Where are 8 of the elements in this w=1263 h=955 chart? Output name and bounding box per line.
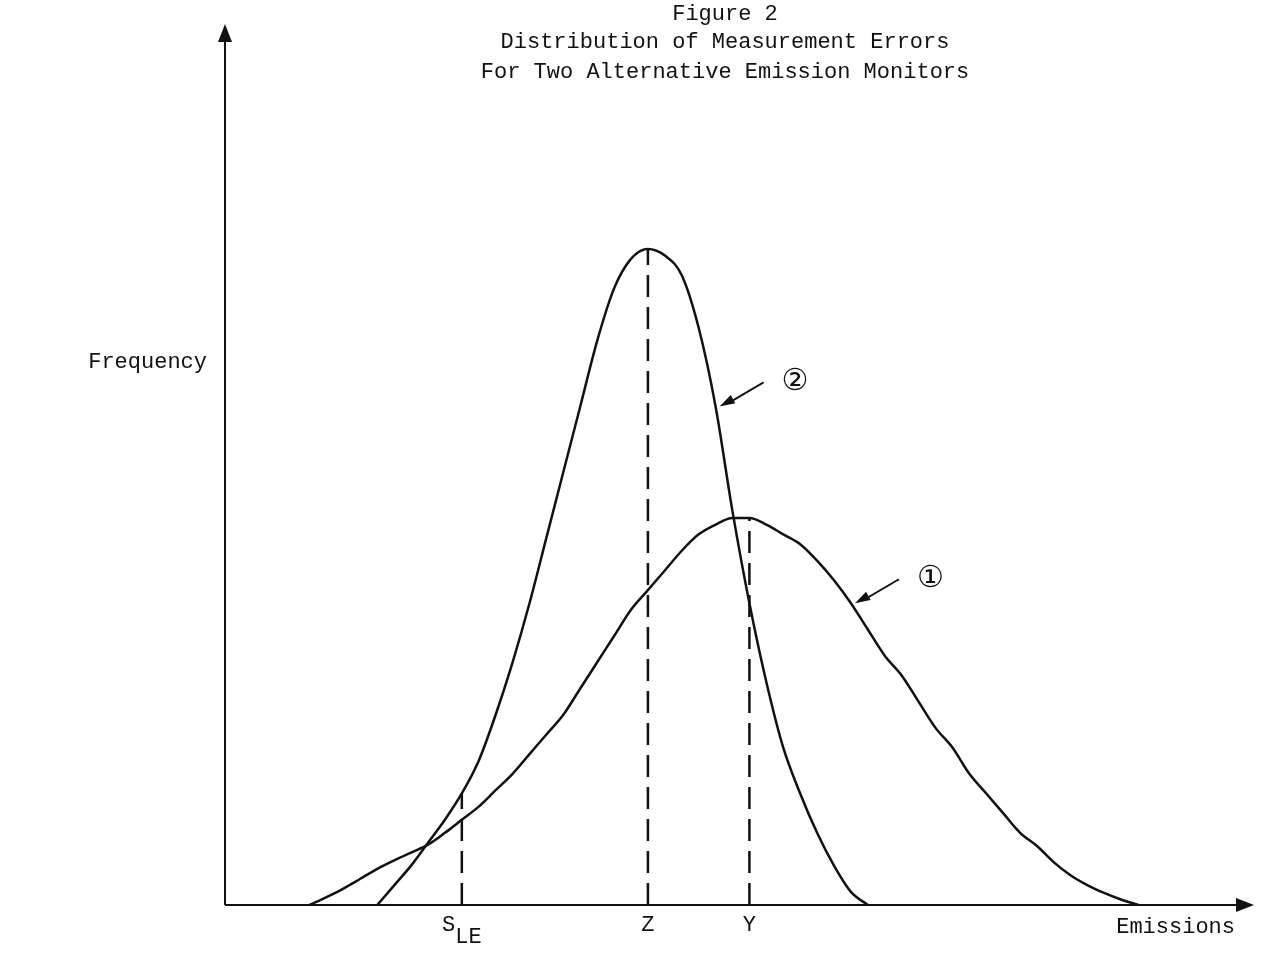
chart-subtitle: Distribution of Measurement Errors For Two Alternative Emission Monitors (480, 30, 970, 85)
legend-label: ① (916, 559, 944, 595)
x-axis-title: Emissions (1116, 915, 1236, 940)
x-tick-label: Y (742, 913, 757, 938)
x-tick-label: Z (641, 913, 655, 938)
chart-title: Figure 2 (672, 2, 778, 27)
legend-label: ② (781, 362, 809, 398)
y-axis-title: Frequency (88, 350, 208, 375)
